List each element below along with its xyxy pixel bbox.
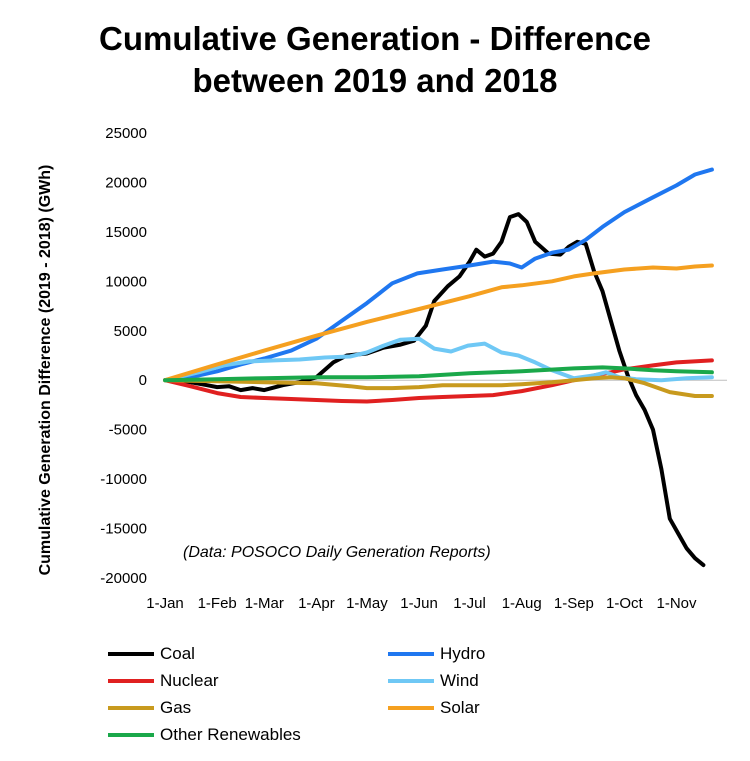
legend-swatch [108, 652, 154, 656]
x-tick-label: 1-Feb [198, 595, 237, 612]
x-tick-label: 1-Jun [400, 595, 438, 612]
legend-swatch [388, 706, 434, 710]
axes-group: 25000 20000 15000 10000 5000 0 -5000 -10000 -150… [100, 125, 727, 612]
legend-label: Nuclear [160, 671, 219, 690]
legend-swatch [108, 706, 154, 710]
legend-swatch [108, 679, 154, 683]
y-tick-label: 25000 [105, 125, 147, 142]
legend-label: Wind [440, 671, 479, 690]
y-tick-label: -5000 [109, 422, 147, 439]
series-line-nuclear [163, 358, 714, 404]
y-tick-label: 5000 [114, 323, 147, 340]
legend-item: Gas [108, 695, 191, 721]
legend-item: Coal [108, 641, 195, 667]
series-layer [163, 167, 714, 568]
legend-label: Solar [440, 698, 480, 717]
series-line-gas [163, 375, 714, 398]
legend-label: Other Renewables [160, 725, 301, 744]
y-tick-label: 20000 [105, 174, 147, 191]
legend-item: Solar [388, 695, 480, 721]
legend-label: Gas [160, 698, 192, 717]
series-line-hydro [163, 167, 714, 383]
chart-title-line-2: between 2019 and 2018 [192, 62, 558, 99]
series-line-solar [163, 263, 714, 383]
legend-label: Hydro [440, 644, 486, 663]
legend-item: Nuclear [108, 668, 219, 694]
legend-swatch [108, 733, 154, 737]
legend-swatch [388, 679, 434, 683]
x-tick-label: 1-Nov [657, 595, 698, 612]
legend-swatch [388, 652, 434, 656]
y-tick-label: 10000 [105, 273, 147, 290]
series-line-other-renewables [163, 365, 714, 383]
x-tick-label: 1-Oct [606, 595, 644, 612]
legend-item: Other Renewables [108, 722, 301, 748]
x-tick-label: 1-May [346, 595, 388, 612]
y-tick-label: -10000 [100, 471, 147, 488]
chart-title-line-1: Cumulative Generation - Difference [99, 20, 651, 57]
x-tick-label: 1-Sep [554, 595, 594, 612]
series-line-coal [163, 212, 706, 568]
x-tick-label: 1-Jul [453, 595, 486, 612]
y-tick-label: 0 [139, 372, 147, 389]
series-line-wind [163, 336, 714, 383]
data-source-annotation: (Data: POSOCO Daily Generation Reports) [183, 544, 491, 561]
x-tick-label: 1-Jan [146, 595, 184, 612]
chart-title: Cumulative Generation - Difference betwe… [0, 18, 750, 102]
y-tick-label: 15000 [105, 224, 147, 241]
y-axis-label: Cumulative Generation Difference (2019 -… [37, 165, 54, 576]
x-tick-label: 1-Mar [245, 595, 284, 612]
legend-item: Wind [388, 668, 479, 694]
legend-item: Hydro [388, 641, 485, 667]
legend-label: Coal [160, 644, 195, 663]
y-tick-label: -15000 [100, 521, 147, 538]
y-tick-label: -20000 [100, 570, 147, 587]
x-tick-label: 1-Aug [502, 595, 542, 612]
x-tick-label: 1-Apr [298, 595, 335, 612]
